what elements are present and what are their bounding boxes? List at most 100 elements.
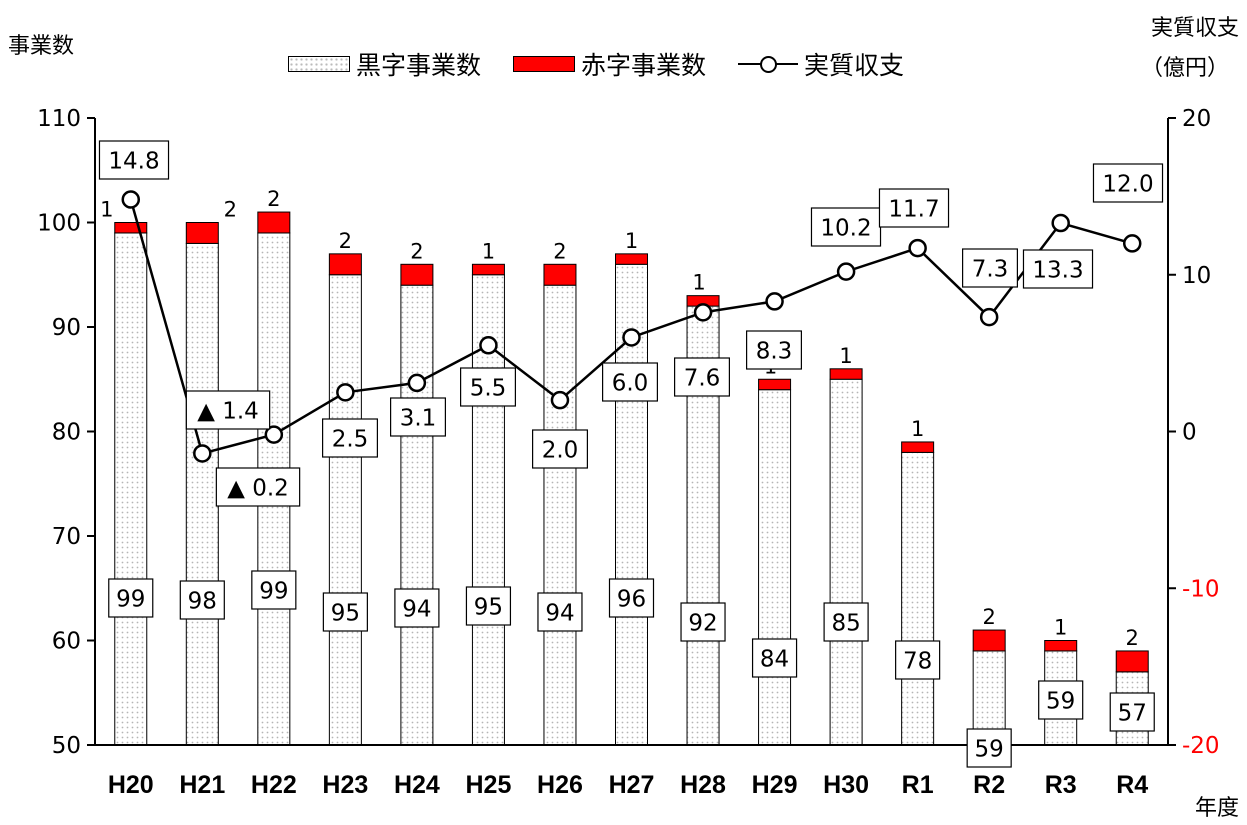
profit-count-H29: 84 — [760, 646, 789, 672]
bar-profit-H29 — [758, 389, 792, 746]
profit-count-R1: 78 — [903, 648, 932, 674]
loss-count-H25: 1 — [482, 239, 495, 263]
bar-loss-H20 — [114, 222, 148, 234]
left-tick-label: 100 — [37, 211, 81, 237]
balance-label-H27: 6.0 — [612, 370, 649, 396]
bar-loss-H30 — [829, 368, 863, 380]
x-tick-label-H20: H20 — [108, 771, 154, 799]
balance-label-H22: ▲ 0.2 — [227, 475, 289, 501]
loss-count-H24: 2 — [410, 239, 423, 263]
x-tick-label-H24: H24 — [394, 771, 440, 799]
profit-count-R3-box — [1038, 680, 1084, 720]
right-tick-label: 0 — [1182, 420, 1197, 446]
balance-point-H28 — [693, 303, 713, 322]
profit-count-R2-box — [966, 728, 1012, 768]
balance-label-R4-box — [1092, 163, 1164, 203]
balance-label-H20-box — [98, 140, 170, 180]
balance-label-H29-box — [746, 330, 802, 370]
left-tick-label: 60 — [52, 629, 81, 655]
profit-count-R4-box — [1109, 692, 1155, 732]
bar-loss-H21 — [185, 222, 219, 244]
profit-count-R2: 59 — [975, 736, 1004, 762]
profit-count-H21-box — [179, 580, 225, 620]
balance-label-H28-box — [674, 357, 730, 397]
bar-loss-H26 — [543, 263, 577, 286]
profit-count-R1-box — [895, 640, 941, 680]
x-tick-label-H26: H26 — [537, 771, 583, 799]
bar-loss-H25 — [471, 263, 505, 276]
loss-count-R2: 2 — [982, 605, 995, 629]
profit-count-H30-box — [823, 602, 869, 642]
balance-point-H21 — [193, 444, 212, 463]
balance-point-H26 — [550, 390, 570, 410]
bar-profit-H30 — [829, 378, 863, 746]
x-tick-label-R3: R3 — [1045, 771, 1077, 799]
profit-count-H23-box — [322, 592, 368, 632]
bar-loss-R2 — [972, 629, 1006, 652]
bar-profit-H20 — [114, 232, 148, 746]
right-axis-title: 実質収支 — [1150, 16, 1239, 41]
x-tick-label-H27: H27 — [609, 771, 655, 799]
legend-label-profit: 黒字事業数 — [356, 51, 482, 80]
left-tick-label: 70 — [52, 524, 81, 550]
balance-label-H23: 2.5 — [332, 426, 369, 452]
left-tick-label: 80 — [52, 420, 81, 446]
balance-label-R1-box — [878, 188, 950, 228]
x-tick-label-H21: H21 — [179, 771, 225, 799]
balance-label-H24-box — [390, 397, 446, 437]
profit-count-H21: 98 — [188, 588, 217, 614]
profit-count-H24-box — [394, 588, 440, 628]
x-tick-label-H23: H23 — [322, 771, 368, 799]
x-tick-label-H30: H30 — [823, 771, 869, 799]
loss-count-R1: 1 — [911, 417, 924, 441]
profit-count-R3: 59 — [1046, 688, 1075, 714]
bar-loss-H22 — [257, 211, 291, 234]
legend-label-balance: 実質収支 — [804, 51, 905, 80]
loss-count-H22: 2 — [267, 187, 280, 211]
x-axis-title: 年度 — [1194, 796, 1239, 821]
balance-point-H22 — [264, 425, 284, 444]
balance-point-H20 — [121, 190, 141, 209]
profit-count-H25: 95 — [474, 594, 503, 620]
balance-label-H26-box — [532, 429, 588, 469]
bar-loss-H23 — [328, 253, 362, 276]
legend-item-loss: 赤字事業数 — [513, 46, 706, 82]
legend-item-balance: 実質収支 — [738, 46, 904, 82]
balance-label-H29: 8.3 — [756, 338, 793, 364]
balance-label-H24: 3.1 — [400, 405, 437, 431]
loss-count-H26: 2 — [553, 239, 566, 263]
x-tick-label-H29: H29 — [752, 771, 798, 799]
left-tick-label: 110 — [37, 106, 81, 132]
legend-swatch-profit — [288, 56, 350, 72]
right-tick-label: -10 — [1182, 576, 1220, 602]
profit-count-H25-box — [465, 586, 512, 626]
bar-loss-H29 — [758, 378, 792, 391]
left-tick-label: 90 — [52, 315, 81, 341]
legend: 黒字事業数 赤字事業数 実質収支 — [288, 44, 926, 84]
profit-count-H26: 94 — [545, 600, 574, 626]
profit-count-H26-box — [537, 592, 583, 632]
profit-count-H20: 99 — [116, 586, 145, 612]
right-tick-label: 10 — [1182, 263, 1211, 289]
profit-count-H23: 95 — [331, 600, 360, 626]
balance-point-H24 — [407, 373, 427, 393]
balance-point-R1 — [908, 238, 927, 258]
bar-loss-R4 — [1115, 650, 1149, 673]
balance-point-H25 — [479, 336, 498, 355]
balance-label-R3: 13.3 — [1032, 257, 1083, 283]
profit-count-H27: 96 — [617, 586, 646, 612]
x-tick-label-H28: H28 — [680, 771, 726, 799]
legend-swatch-balance — [738, 54, 799, 74]
profit-count-H28: 92 — [688, 610, 717, 636]
loss-count-R4: 2 — [1126, 626, 1139, 650]
balance-label-H27-box — [602, 362, 658, 402]
left-axis-title: 事業数 — [8, 34, 75, 59]
bar-loss-H24 — [400, 263, 434, 286]
balance-point-R3 — [1051, 213, 1070, 233]
x-tick-label-H22: H22 — [251, 771, 297, 799]
balance-label-H26: 2.0 — [542, 437, 579, 463]
right-tick-label: 20 — [1182, 106, 1211, 132]
bar-loss-R1 — [901, 441, 935, 453]
bar-loss-R3 — [1044, 640, 1078, 652]
x-tick-label-R1: R1 — [902, 771, 934, 799]
